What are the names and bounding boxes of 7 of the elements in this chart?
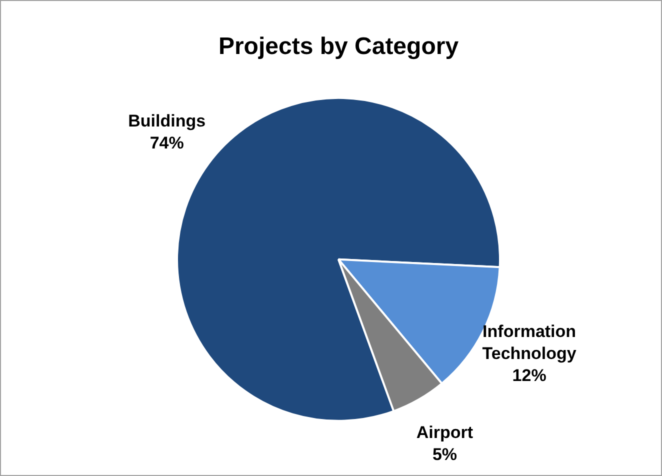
data-label: 74%	[150, 134, 184, 153]
slice-label: Information Technology	[482, 322, 577, 364]
slice-label: Airport	[416, 422, 474, 442]
data-label: 5%	[432, 444, 458, 464]
slice-label: Buildings	[128, 112, 206, 131]
data-label: 12%	[512, 366, 546, 386]
chart-title: Projects by Category	[218, 33, 460, 60]
